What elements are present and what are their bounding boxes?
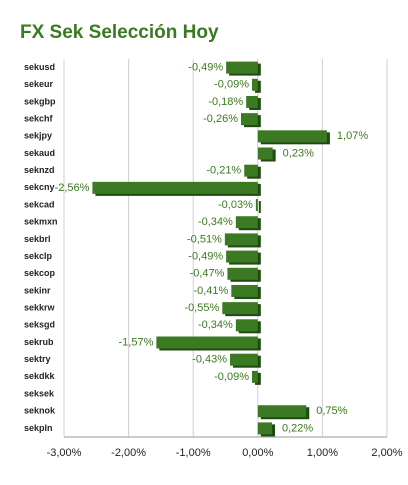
bar (246, 95, 258, 108)
x-tick-label: 1,00% (307, 447, 338, 459)
value-label: -0,41% (193, 285, 228, 297)
bar-shadow (258, 201, 261, 214)
value-label: -0,26% (203, 113, 238, 125)
bar (251, 370, 258, 383)
y-tick-label: sekchf (24, 114, 54, 124)
y-tick-label: sekjpy (24, 131, 52, 141)
bar (226, 61, 258, 74)
value-label: -0,09% (214, 79, 249, 91)
bar (257, 405, 307, 418)
bar-shadow (254, 372, 261, 385)
x-tick-label: 0,00% (242, 447, 273, 459)
value-label: 0,23% (283, 147, 314, 159)
y-tick-label: sekbrl (24, 234, 51, 244)
y-tick-label: seknzd (24, 165, 55, 175)
chart-title: FX Sek Selección Hoy (20, 22, 219, 43)
value-label: -0,03% (218, 199, 253, 211)
x-tick-label: 2,00% (371, 447, 402, 459)
y-tick-label: seksek (24, 388, 55, 398)
value-label: -0,47% (190, 268, 225, 280)
y-tick-label: sekcny (24, 182, 55, 192)
y-tick-label: sekclp (24, 251, 53, 261)
bar (222, 302, 258, 315)
value-label: -0,34% (198, 216, 233, 228)
bar (235, 216, 258, 229)
bar (251, 78, 258, 91)
value-label: -0,55% (184, 302, 219, 314)
bar (226, 250, 258, 263)
y-tick-label: sekcad (24, 199, 55, 209)
bar-shadow (254, 80, 261, 93)
y-tick-label: sekaud (24, 148, 55, 158)
value-label: -0,51% (187, 233, 222, 245)
value-label: -2,56% (55, 182, 90, 194)
value-label: -0,34% (198, 319, 233, 331)
bar (227, 267, 258, 280)
bar (257, 147, 273, 160)
bar (231, 284, 258, 297)
y-tick-label: sekmxn (24, 217, 58, 227)
y-tick-label: sekkrw (24, 303, 56, 313)
y-tick-label: sektry (24, 354, 51, 364)
value-label: -0,09% (214, 371, 249, 383)
value-label: 0,22% (282, 422, 313, 434)
value-label: -0,18% (208, 96, 243, 108)
bar (230, 353, 258, 366)
y-tick-label: sekusd (24, 62, 55, 72)
bar (244, 164, 258, 177)
y-tick-label: sekeur (24, 79, 54, 89)
x-tick-label: -2,00% (111, 447, 146, 459)
y-tick-label: seknok (24, 406, 56, 416)
y-tick-label: sekpln (24, 423, 53, 433)
value-label: 0,75% (316, 405, 347, 417)
y-tick-label: seksgd (24, 320, 55, 330)
bar (257, 422, 273, 435)
bar (235, 319, 258, 332)
value-label: -0,43% (192, 354, 227, 366)
bar (257, 130, 327, 143)
value-label: 1,07% (337, 130, 368, 142)
y-tick-label: sekrub (24, 337, 54, 347)
value-label: -0,21% (206, 165, 241, 177)
y-tick-label: sekcop (24, 268, 56, 278)
x-tick-label: -3,00% (47, 447, 82, 459)
bar (241, 113, 258, 126)
y-tick-label: sekdkk (24, 371, 56, 381)
value-label: -0,49% (188, 250, 223, 262)
bar (92, 181, 258, 194)
bar (156, 336, 258, 349)
value-label: -1,57% (119, 336, 154, 348)
y-tick-label: sekinr (24, 285, 51, 295)
bar (255, 199, 258, 212)
value-label: -0,49% (188, 61, 223, 73)
bar (224, 233, 258, 246)
x-tick-label: -1,00% (176, 447, 211, 459)
y-tick-label: sekgbp (24, 96, 56, 106)
